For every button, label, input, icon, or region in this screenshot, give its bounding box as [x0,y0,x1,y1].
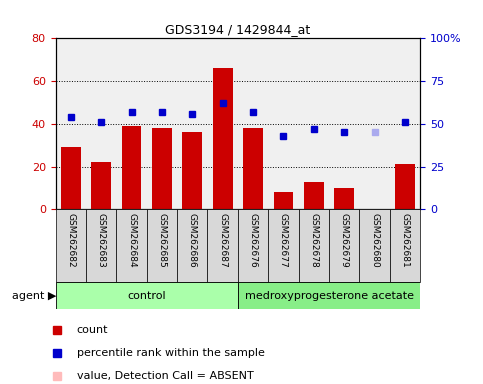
Bar [268,209,298,282]
Text: GSM262684: GSM262684 [127,213,136,268]
Bar [91,162,111,209]
Bar [329,209,359,282]
Bar [238,209,268,282]
Bar [395,164,415,209]
Text: GSM262681: GSM262681 [400,213,410,268]
Bar [273,192,293,209]
Text: GSM262687: GSM262687 [218,213,227,268]
Bar [334,188,354,209]
Bar [147,209,177,282]
Bar [208,209,238,282]
Bar [152,128,172,209]
Bar [177,209,208,282]
Bar [122,126,142,209]
Bar [116,209,147,282]
Text: control: control [128,291,166,301]
Text: medroxyprogesterone acetate: medroxyprogesterone acetate [244,291,413,301]
Text: value, Detection Call = ABSENT: value, Detection Call = ABSENT [77,371,254,381]
Text: GSM262679: GSM262679 [340,213,349,268]
Text: GSM262676: GSM262676 [249,213,257,268]
Text: GSM262677: GSM262677 [279,213,288,268]
Text: GSM262678: GSM262678 [309,213,318,268]
Title: GDS3194 / 1429844_at: GDS3194 / 1429844_at [165,23,311,36]
Bar [390,209,420,282]
Bar [86,209,116,282]
Bar [298,209,329,282]
Text: count: count [77,325,108,335]
Bar [56,282,238,309]
Bar [56,209,86,282]
Bar [304,182,324,209]
Bar [359,209,390,282]
Bar [238,282,420,309]
Text: percentile rank within the sample: percentile rank within the sample [77,348,265,358]
Text: GSM262686: GSM262686 [188,213,197,268]
Text: GSM262683: GSM262683 [97,213,106,268]
Text: GSM262680: GSM262680 [370,213,379,268]
Bar [213,68,232,209]
Text: GSM262682: GSM262682 [66,213,75,268]
Bar [243,128,263,209]
Bar [183,132,202,209]
Text: agent ▶: agent ▶ [12,291,57,301]
Bar [61,147,81,209]
Text: GSM262685: GSM262685 [157,213,167,268]
